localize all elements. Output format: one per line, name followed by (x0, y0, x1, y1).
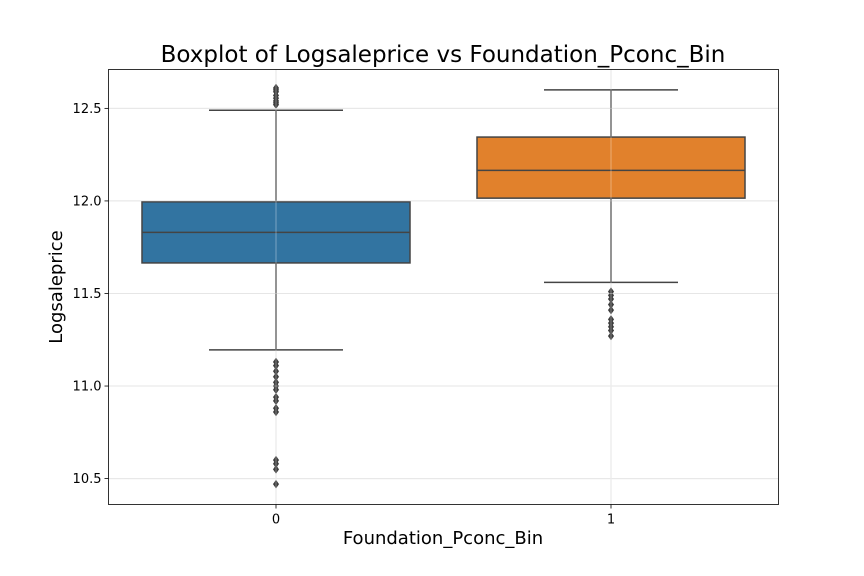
outlier-point (272, 83, 280, 93)
outlier-point (607, 305, 615, 315)
y-tick-label: 10.5 (73, 472, 102, 487)
chart-title: Boxplot of Logsaleprice vs Foundation_Pc… (161, 42, 726, 68)
y-tick-label: 11.0 (73, 380, 102, 395)
y-tick-label: 11.5 (73, 287, 102, 302)
tick-layer: 10.5 11.0 11.5 12.0 12.5 0 1 (73, 102, 616, 528)
x-tick-label: 1 (607, 513, 615, 528)
outlier-point (272, 407, 280, 417)
outlier-point (272, 464, 280, 474)
box-layer (108, 69, 779, 505)
y-tick-label: 12.5 (73, 102, 102, 117)
outlier-point (607, 331, 615, 341)
box-group-1 (476, 89, 746, 341)
box-group-0 (141, 83, 411, 489)
box-iqr (476, 136, 746, 199)
x-axis-label: Foundation_Pconc_Bin (343, 528, 543, 549)
x-tick-label: 0 (272, 513, 280, 528)
outlier-point (272, 479, 280, 489)
y-axis-label: Logsaleprice (46, 230, 67, 343)
grid-layer (108, 69, 779, 505)
plot-frame (108, 69, 779, 505)
y-tick-label: 12.0 (73, 194, 102, 209)
